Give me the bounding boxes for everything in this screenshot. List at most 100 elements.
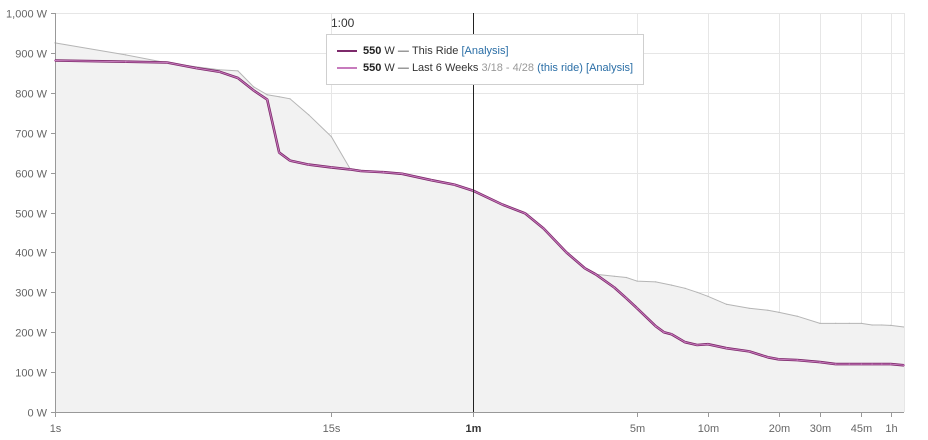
y-tick-label: 600 W bbox=[15, 169, 47, 181]
last-6-weeks-point bbox=[819, 361, 821, 363]
best-point bbox=[330, 136, 332, 138]
area-layer bbox=[54, 42, 905, 413]
last-6-weeks-point bbox=[725, 347, 728, 350]
y-tick-label: 0 W bbox=[27, 408, 47, 420]
last-6-weeks-point bbox=[903, 364, 905, 367]
y-tick-label: 900 W bbox=[15, 49, 47, 61]
this-ride-analysis-link[interactable]: [Analysis] bbox=[461, 45, 509, 57]
last-6-weeks-swatch-icon bbox=[337, 67, 357, 69]
x-tick-label: 1m bbox=[466, 423, 482, 435]
last-6-weeks-point bbox=[748, 350, 750, 353]
last-6-weeks-point bbox=[565, 251, 568, 254]
best-point bbox=[237, 70, 239, 72]
x-tick-label: 5m bbox=[630, 423, 645, 435]
last-6-weeks-sep: — bbox=[397, 62, 409, 74]
best-point bbox=[890, 324, 892, 326]
y-tick-label: 300 W bbox=[15, 288, 47, 300]
last-6-weeks-analysis-link[interactable]: [Analysis] bbox=[586, 62, 634, 74]
last-6-weeks-point bbox=[767, 356, 769, 359]
x-axis-labels: 1s 15s 1m 5m 10m 20m 30m 45m 1h bbox=[50, 423, 898, 435]
last-6-weeks-point bbox=[195, 67, 198, 69]
last-6-weeks-point bbox=[684, 341, 686, 344]
last-6-weeks-point bbox=[848, 363, 851, 365]
last-6-weeks-point bbox=[654, 325, 657, 328]
x-tick-label: 10m bbox=[698, 423, 719, 435]
best-point bbox=[308, 114, 310, 116]
best-point bbox=[625, 276, 628, 279]
last-6-weeks-dates: 3/18 - 4/28 bbox=[481, 62, 535, 74]
best-point bbox=[684, 287, 686, 289]
y-tick-label: 700 W bbox=[15, 129, 47, 141]
y-tick-label: 500 W bbox=[15, 209, 47, 221]
tooltip-legend: 550 W — This Ride [Analysis] 550 W — Las… bbox=[326, 34, 644, 85]
last-6-weeks-point bbox=[124, 60, 127, 63]
best-point bbox=[848, 322, 850, 324]
last-6-weeks-point bbox=[453, 183, 456, 186]
last-6-weeks-point bbox=[218, 70, 221, 73]
legend-row-last-6-weeks: 550 W — Last 6 Weeks 3/18 - 4/28 (this r… bbox=[337, 62, 633, 74]
x-tick-label: 1h bbox=[885, 423, 897, 435]
y-tick-label: 200 W bbox=[15, 328, 47, 340]
best-point bbox=[278, 96, 280, 98]
x-tick-label: 1s bbox=[50, 423, 62, 435]
line-layer bbox=[54, 59, 905, 367]
best-point bbox=[835, 322, 837, 324]
best-point bbox=[767, 309, 769, 311]
this-ride-swatch-icon bbox=[337, 50, 357, 52]
last-6-weeks-point bbox=[594, 273, 597, 276]
last-6-weeks-point bbox=[349, 168, 351, 171]
this-ride-value: 550 bbox=[363, 45, 382, 57]
best-point bbox=[748, 307, 750, 309]
last-6-weeks-point bbox=[166, 61, 168, 64]
best-point bbox=[881, 324, 883, 326]
last-6-weeks-value: 550 bbox=[363, 62, 382, 74]
y-tick-label: 800 W bbox=[15, 89, 47, 101]
best-point bbox=[778, 311, 780, 313]
best-point bbox=[670, 284, 673, 286]
best-point bbox=[696, 291, 698, 293]
last-6-weeks-point bbox=[636, 307, 638, 310]
last-6-weeks-point bbox=[889, 363, 892, 365]
last-6-weeks-label: Last 6 Weeks bbox=[411, 62, 479, 74]
last-6-weeks-points bbox=[54, 59, 905, 367]
last-6-weeks-point bbox=[860, 363, 863, 365]
best-point bbox=[613, 275, 615, 277]
last-6-weeks-point bbox=[834, 363, 837, 365]
last-6-weeks-point bbox=[307, 163, 310, 166]
last-6-weeks-point bbox=[430, 179, 433, 181]
last-6-weeks-point bbox=[881, 363, 883, 365]
best-point bbox=[819, 322, 821, 324]
best-area-fill bbox=[55, 42, 904, 413]
last-6-weeks-point bbox=[237, 77, 239, 79]
best-point bbox=[860, 322, 863, 324]
last-6-weeks-point bbox=[625, 297, 628, 300]
last-6-weeks-point bbox=[584, 267, 586, 270]
x-tick-label: 30m bbox=[810, 423, 831, 435]
y-tick-label: 400 W bbox=[15, 248, 47, 260]
last-6-weeks-point bbox=[266, 98, 269, 101]
last-6-weeks-point bbox=[289, 159, 291, 162]
last-6-weeks-point bbox=[777, 358, 780, 361]
best-point bbox=[871, 324, 873, 326]
cursor-time-label: 1:00 bbox=[331, 16, 355, 30]
last-6-weeks-point bbox=[252, 89, 255, 92]
x-tick-label: 20m bbox=[769, 423, 790, 435]
best-point bbox=[636, 280, 638, 282]
legend-row-this-ride: 550 W — This Ride [Analysis] bbox=[337, 45, 509, 57]
last-6-weeks-unit: W bbox=[384, 62, 395, 74]
this-ride-link[interactable]: (this ride) bbox=[537, 62, 583, 74]
last-6-weeks-point bbox=[696, 344, 698, 346]
last-6-weeks-point bbox=[613, 286, 616, 289]
last-6-weeks-point bbox=[54, 59, 56, 62]
best-point bbox=[289, 98, 291, 100]
last-6-weeks-point bbox=[278, 151, 281, 154]
last-6-weeks-point bbox=[707, 343, 709, 346]
this-ride-sep: — bbox=[397, 45, 409, 57]
best-point bbox=[725, 303, 728, 305]
best-point bbox=[796, 315, 798, 317]
last-6-weeks-point bbox=[501, 203, 504, 206]
y-axis-labels: 0 W 100 W 200 W 300 W 400 W 500 W 600 W 700 W 80… bbox=[6, 9, 48, 420]
last-6-weeks-point bbox=[401, 173, 403, 175]
best-point bbox=[266, 94, 268, 96]
